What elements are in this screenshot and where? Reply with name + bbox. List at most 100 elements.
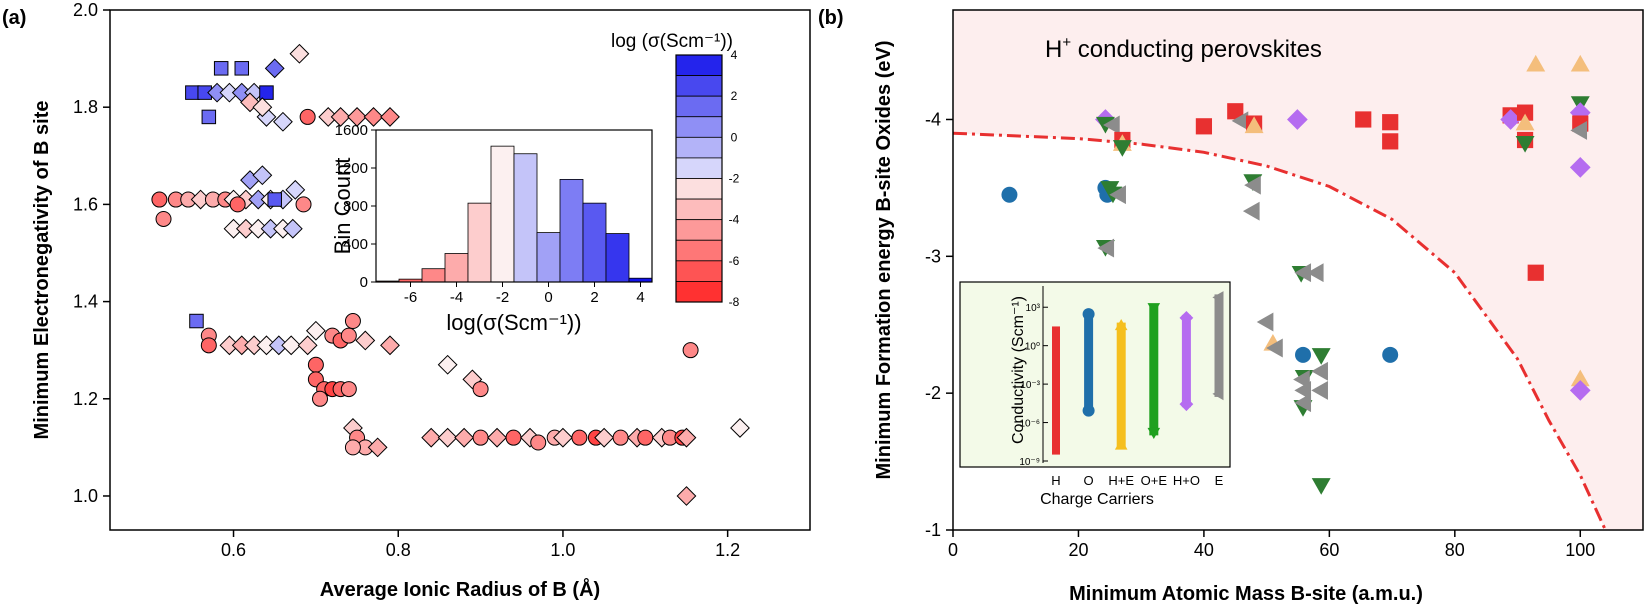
point-a-98 — [676, 427, 697, 448]
y-tick-label-a: 1.4 — [73, 292, 98, 312]
carrier-marker-bottom-H+O — [1179, 397, 1194, 412]
point-b-28 — [1306, 263, 1324, 283]
panel-b-xlabel: Minimum Atomic Mass B-site (a.m.u.) — [1069, 583, 1423, 605]
panel-a-label: (a) — [2, 7, 26, 29]
point-b-13 — [1097, 238, 1115, 258]
point-a-9 — [234, 61, 250, 76]
histogram-ylabel: Bin Count — [330, 158, 355, 255]
point-a-86 — [530, 434, 547, 451]
panel-b-xticks: 0 20 40 60 80 100 — [948, 530, 1595, 560]
histogram-ticks: -6 -4 -2 0 2 4 0 400 800 1200 1600 — [335, 122, 645, 306]
colorbar-tick-label: -8 — [729, 295, 740, 309]
carrier-marker-bottom-O+E — [1147, 427, 1161, 439]
point-a-83 — [487, 427, 507, 448]
carrier-marker-top-H+O — [1179, 311, 1194, 325]
carrier-xlabel: Charge Carriers — [1040, 491, 1154, 508]
point-a-89 — [571, 429, 588, 446]
boundary-curve — [953, 131, 1607, 530]
colorbar-segment — [675, 157, 723, 179]
point-a-55 — [297, 335, 318, 356]
point-a-0 — [185, 85, 200, 100]
y-tick-label-a: 1.0 — [73, 486, 98, 506]
point-b-6 — [1112, 140, 1132, 157]
carrier-marker-bottom-O — [1082, 404, 1095, 417]
point-a-18 — [330, 107, 351, 127]
colorbar-segment — [675, 239, 723, 262]
point-a-8 — [213, 61, 229, 76]
point-a-81 — [454, 427, 475, 448]
point-a-34 — [229, 196, 246, 213]
point-a-63 — [437, 354, 458, 375]
carrier-marker-bottom-H+E — [1114, 438, 1128, 450]
point-b-42 — [1382, 346, 1399, 363]
point-a-78 — [344, 439, 361, 456]
point-a-23 — [155, 210, 172, 227]
histogram-bar — [421, 268, 446, 283]
point-a-62 — [380, 335, 400, 356]
carrier-marker-top-E — [1212, 291, 1224, 304]
point-b-11 — [1109, 185, 1126, 205]
carrier-inset: H O H+E O+E H+O E 10³ 10⁰ 10⁻³ 10⁻⁶ 10⁻⁹ Charge Ca… — [959, 281, 1231, 508]
carrier-y-tick-label: 10⁻⁹ — [1019, 457, 1040, 468]
carrier-y-tick-label: 10⁰ — [1025, 342, 1040, 353]
colorbar: 4 2 0 -2 -4 -6 -8 — [675, 48, 740, 309]
hist-y-tick-label: 800 — [343, 198, 368, 215]
colorbar-segment — [675, 116, 723, 138]
point-b-3 — [1103, 115, 1120, 135]
hist-y-tick-label: 0 — [360, 274, 368, 291]
colorbar-segment — [675, 198, 723, 221]
colorbar-tick-label: -6 — [729, 254, 740, 268]
point-a-60 — [344, 313, 361, 330]
carrier-marker-bottom-E — [1212, 387, 1224, 401]
x-tick-label-b: 40 — [1194, 540, 1214, 560]
carrier-marker-top-H+E — [1114, 319, 1128, 331]
carrier-inset-frame — [959, 281, 1231, 468]
hist-x-tick-label: 0 — [544, 289, 552, 306]
y-tick-label-a: 1.6 — [73, 194, 98, 214]
carrier-category-label: H — [1051, 473, 1060, 488]
carrier-category-label: O — [1084, 473, 1094, 488]
point-b-25 — [1382, 133, 1399, 150]
x-tick-label-b: 0 — [948, 540, 958, 560]
panel-b-yticks: -4 -3 -2 -1 — [925, 109, 953, 540]
histogram-bar — [582, 202, 607, 283]
carrier-ranges — [1052, 291, 1224, 455]
point-b-32 — [1295, 346, 1312, 363]
point-b-55 — [1570, 120, 1588, 140]
carrier-range-O+E — [1149, 304, 1159, 436]
y-tick-label-a: 2.0 — [73, 0, 98, 20]
point-b-23 — [1355, 111, 1372, 128]
point-b-22 — [1287, 109, 1308, 130]
carrier-range-O — [1084, 311, 1094, 414]
point-a-82 — [472, 429, 489, 446]
histogram-bar — [559, 178, 584, 283]
point-b-45 — [1516, 104, 1534, 121]
carrier-category-label: H+E — [1108, 473, 1134, 488]
hist-x-tick-label: -2 — [496, 289, 509, 306]
carrier-ticks: H O H+E O+E H+O E 10³ 10⁰ 10⁻³ 10⁻⁶ 10⁻⁹ — [1019, 286, 1224, 488]
point-b-40 — [1294, 393, 1312, 413]
point-a-37 — [267, 192, 282, 207]
point-a-16 — [299, 108, 316, 125]
point-a-94 — [637, 429, 654, 446]
point-a-59 — [340, 327, 357, 344]
annotation-h: H — [1045, 36, 1062, 63]
point-a-91 — [594, 427, 615, 448]
point-a-73 — [312, 390, 328, 407]
point-b-53 — [1569, 102, 1591, 123]
point-a-80 — [437, 427, 458, 448]
point-b-50 — [1527, 264, 1544, 281]
panel-b-frame — [952, 9, 1644, 531]
point-a-54 — [281, 335, 302, 356]
point-b-20 — [1244, 175, 1261, 195]
panel-a-frame — [109, 9, 811, 531]
point-b-36 — [1311, 348, 1331, 365]
point-b-0 — [1001, 186, 1018, 203]
y-tick-label-a: 1.8 — [73, 97, 98, 117]
point-a-7 — [201, 109, 217, 125]
point-a-92 — [612, 429, 629, 446]
x-tick-label-a: 0.6 — [221, 540, 246, 560]
colorbar-segment — [675, 136, 723, 159]
point-a-99 — [730, 418, 750, 438]
